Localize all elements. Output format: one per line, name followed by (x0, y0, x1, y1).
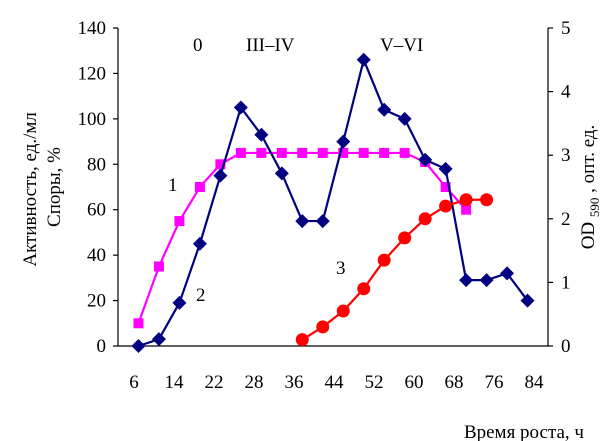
x-tick-label: 68 (445, 372, 464, 393)
y-left-tick-label: 120 (78, 63, 107, 84)
axes-layer (113, 27, 553, 347)
y-right-tick-label: 5 (561, 18, 571, 39)
series-2-point (151, 332, 166, 347)
y-axis-right-label-prefix: OD (578, 222, 599, 249)
y-axis-right-label-suffix: , опт. ед. (578, 125, 599, 193)
series-1-point (317, 147, 328, 158)
x-tick-label: 28 (245, 372, 264, 393)
y-left-tick-label: 40 (87, 245, 106, 266)
x-axis-label: Время роста, ч (464, 422, 584, 441)
y-axis-right-label: OD 590 , опт. ед. (578, 125, 604, 250)
series-1-point (440, 182, 451, 192)
series-2-point (500, 266, 515, 281)
series-2-point (479, 273, 494, 288)
series-1-point (194, 182, 205, 192)
series-3-point (377, 253, 391, 267)
annotation-stage-0: 0 (193, 35, 203, 56)
series-3-point (439, 199, 453, 213)
curve-label-1: 1 (168, 175, 178, 196)
annotation-stage-3-4: III–IV (246, 35, 295, 56)
y-right-tick-label: 0 (561, 336, 571, 357)
series-2-point (274, 166, 289, 181)
series-1-point (399, 147, 410, 158)
y-axis-left-label-line1: Активность, ед./мл (20, 112, 41, 267)
y-axis-right-label-subscript: 590 (587, 198, 602, 218)
curve-label-3: 3 (336, 258, 346, 279)
series-2-point (213, 168, 228, 183)
series-1-point (379, 147, 390, 158)
text-layer: 0 III–IV V–VI 1 2 3 Время роста, ч Актив… (20, 18, 604, 441)
series-3-point (295, 333, 309, 347)
series-layer (131, 52, 535, 353)
series-1-point (174, 216, 185, 227)
series-3-point (480, 193, 494, 207)
y-left-tick-label: 140 (78, 18, 107, 39)
series-1-point (215, 159, 226, 170)
y-right-tick-label: 3 (561, 145, 571, 166)
y-right-tick-label: 1 (561, 272, 571, 293)
series-2-point (172, 295, 187, 310)
series-2-point (520, 293, 535, 308)
series-1-point (133, 318, 144, 329)
y-left-tick-label: 80 (87, 154, 106, 175)
y-right-tick-label: 4 (561, 82, 571, 103)
y-left-tick-label: 60 (87, 200, 106, 221)
y-axis-left-label: Активность, ед./мл Споры, % (20, 107, 65, 266)
series-1-point (297, 147, 308, 158)
series-2-point (397, 111, 412, 126)
series-2-point (315, 214, 330, 229)
x-tick-label: 14 (165, 372, 185, 393)
series-3-point (336, 304, 350, 318)
y-left-tick-label: 100 (78, 109, 107, 130)
series-2-point (418, 152, 433, 167)
series-line-3 (301, 198, 487, 341)
curve-label-2: 2 (196, 285, 206, 306)
series-2-point (356, 52, 371, 67)
series-1-point (358, 147, 369, 158)
y-left-tick-label: 20 (87, 291, 106, 312)
series-2-point (459, 273, 474, 288)
y-left-tick-label: 0 (97, 336, 107, 357)
x-tick-label: 52 (365, 372, 384, 393)
series-1-point (338, 147, 349, 158)
y-right-tick-label: 2 (561, 209, 571, 230)
series-1-point (461, 204, 472, 215)
series-3-point (316, 320, 330, 334)
series-3-point (398, 231, 412, 245)
series-2-point (295, 214, 310, 229)
series-1-point (153, 261, 164, 272)
series-2-point (192, 236, 207, 251)
x-tick-label: 22 (205, 372, 224, 393)
series-2-point (336, 134, 351, 149)
series-1-point (256, 147, 267, 158)
series-2-point (438, 161, 453, 176)
x-tick-label: 84 (525, 372, 545, 393)
series-2-point (377, 102, 392, 117)
annotation-stage-5-6: V–VI (380, 35, 423, 56)
series-3-point (418, 212, 432, 226)
series-1-point (276, 147, 287, 158)
x-tick-label: 36 (285, 372, 304, 393)
series-line-1 (137, 151, 467, 324)
series-3-point (357, 282, 371, 296)
series-3-point (459, 193, 473, 207)
y-axis-left-label-line2: Споры, % (44, 147, 65, 227)
series-2-point (131, 339, 146, 353)
x-tick-label: 6 (129, 372, 139, 393)
series-2-point (233, 100, 248, 115)
series-line-2 (138, 56, 529, 348)
x-tick-label: 44 (325, 372, 345, 393)
series-1-point (235, 147, 246, 158)
x-tick-label: 60 (405, 372, 424, 393)
series-2-point (254, 127, 269, 142)
x-tick-label: 76 (485, 372, 504, 393)
